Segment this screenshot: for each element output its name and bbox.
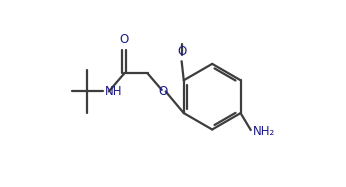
Text: O: O: [159, 85, 168, 98]
Text: O: O: [177, 45, 186, 59]
Text: O: O: [120, 33, 129, 46]
Text: NH: NH: [105, 85, 122, 98]
Text: NH₂: NH₂: [253, 125, 275, 138]
